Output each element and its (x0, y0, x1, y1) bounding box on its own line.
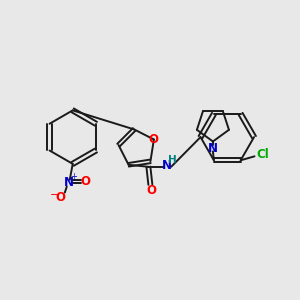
Text: O: O (148, 133, 158, 146)
Text: O: O (81, 175, 91, 188)
Text: +: + (70, 172, 77, 181)
Text: −: − (50, 190, 60, 200)
Text: N: N (162, 159, 172, 172)
Text: N: N (208, 142, 218, 155)
Text: O: O (146, 184, 156, 197)
Text: H: H (168, 155, 176, 165)
Text: O: O (56, 191, 66, 204)
Text: N: N (64, 176, 74, 189)
Text: Cl: Cl (256, 148, 269, 161)
